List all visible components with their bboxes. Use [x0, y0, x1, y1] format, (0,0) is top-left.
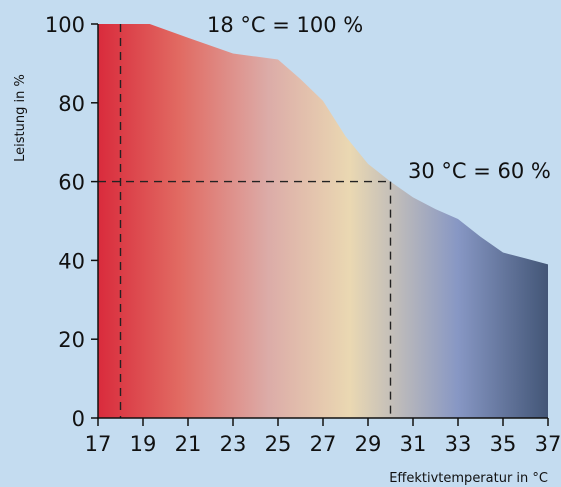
y-tick-label: 80 — [58, 92, 85, 116]
x-tick-label: 31 — [400, 432, 427, 456]
x-tick-label: 19 — [130, 432, 157, 456]
x-tick-label: 21 — [175, 432, 202, 456]
x-tick-label: 29 — [355, 432, 382, 456]
x-tick-label: 25 — [265, 432, 292, 456]
x-axis-label: Effektivtemperatur in °C — [389, 471, 548, 486]
annotation-30-degrees: 30 °C = 60 % — [408, 159, 551, 183]
y-tick-label: 20 — [58, 328, 85, 352]
performance-area — [98, 24, 548, 418]
x-tick-label: 35 — [490, 432, 517, 456]
x-tick-label: 33 — [445, 432, 472, 456]
annotation-18-degrees: 18 °C = 100 % — [207, 13, 363, 37]
x-tick-label: 17 — [85, 432, 112, 456]
y-tick-label: 100 — [45, 13, 85, 37]
x-tick-label: 23 — [220, 432, 247, 456]
y-tick-label: 0 — [72, 407, 85, 431]
y-tick-label: 60 — [58, 171, 85, 195]
y-tick-label: 40 — [58, 249, 85, 273]
x-tick-label: 37 — [535, 432, 561, 456]
x-tick-label: 27 — [310, 432, 337, 456]
y-axis-label: Leistung in % — [13, 74, 28, 162]
